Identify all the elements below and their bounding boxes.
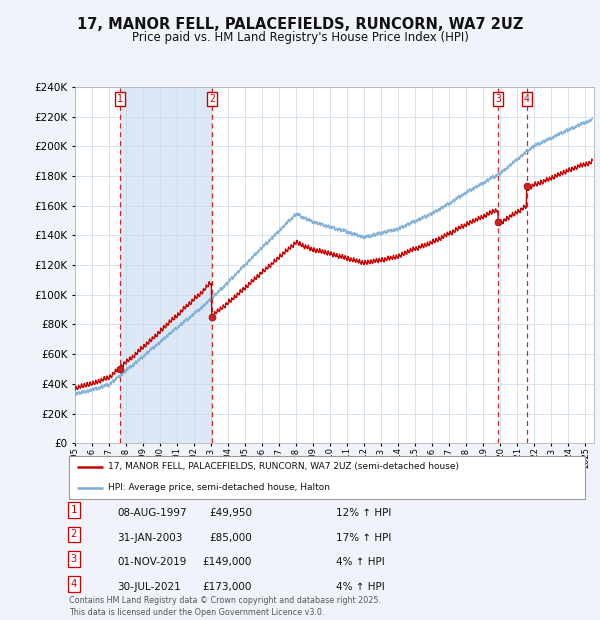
- Text: £49,950: £49,950: [209, 508, 252, 518]
- Text: 08-AUG-1997: 08-AUG-1997: [117, 508, 187, 518]
- Text: Contains HM Land Registry data © Crown copyright and database right 2025.
This d: Contains HM Land Registry data © Crown c…: [69, 596, 381, 618]
- Bar: [119, 87, 212, 443]
- Text: 1: 1: [117, 94, 122, 104]
- Text: 17, MANOR FELL, PALACEFIELDS, RUNCORN, WA7 2UZ (semi-detached house): 17, MANOR FELL, PALACEFIELDS, RUNCORN, W…: [108, 463, 459, 471]
- Text: 17, MANOR FELL, PALACEFIELDS, RUNCORN, WA7 2UZ: 17, MANOR FELL, PALACEFIELDS, RUNCORN, W…: [77, 17, 523, 32]
- Text: Price paid vs. HM Land Registry's House Price Index (HPI): Price paid vs. HM Land Registry's House …: [131, 31, 469, 44]
- Text: 30-JUL-2021: 30-JUL-2021: [117, 582, 181, 592]
- Text: 1: 1: [71, 505, 77, 515]
- Text: 12% ↑ HPI: 12% ↑ HPI: [336, 508, 391, 518]
- Text: 31-JAN-2003: 31-JAN-2003: [117, 533, 182, 542]
- Text: 3: 3: [71, 554, 77, 564]
- Text: 17% ↑ HPI: 17% ↑ HPI: [336, 533, 391, 542]
- Text: 2: 2: [209, 94, 215, 104]
- Text: 4% ↑ HPI: 4% ↑ HPI: [336, 582, 385, 592]
- Text: 4: 4: [524, 94, 530, 104]
- Text: 2: 2: [71, 529, 77, 539]
- Text: 4% ↑ HPI: 4% ↑ HPI: [336, 557, 385, 567]
- Text: 01-NOV-2019: 01-NOV-2019: [117, 557, 187, 567]
- Text: £85,000: £85,000: [209, 533, 252, 542]
- Text: 4: 4: [71, 579, 77, 589]
- Text: 3: 3: [496, 94, 501, 104]
- Text: £173,000: £173,000: [203, 582, 252, 592]
- Text: £149,000: £149,000: [203, 557, 252, 567]
- Text: HPI: Average price, semi-detached house, Halton: HPI: Average price, semi-detached house,…: [108, 484, 330, 492]
